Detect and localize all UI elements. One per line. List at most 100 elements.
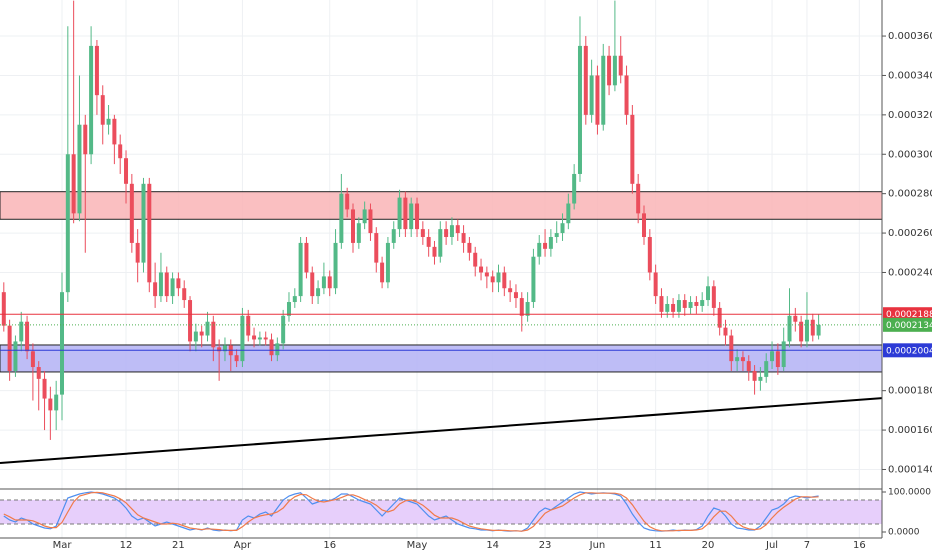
candle-body: [607, 55, 612, 86]
candle-body: [566, 203, 571, 224]
candle-body: [694, 302, 699, 306]
candle-body: [595, 75, 600, 125]
candle-body: [275, 343, 280, 356]
candle-body: [804, 319, 809, 342]
candle-body: [717, 307, 722, 328]
candle-body: [327, 276, 332, 289]
candle-body: [490, 276, 495, 283]
candle-body: [787, 315, 792, 342]
candle-body: [496, 272, 501, 283]
candle-body: [612, 55, 617, 86]
candle-body: [415, 203, 420, 230]
candle-body: [740, 357, 745, 362]
candle-body: [723, 327, 728, 336]
candle-body: [764, 361, 769, 377]
candle-body: [513, 292, 518, 299]
candle-body: [653, 272, 658, 297]
x-tick-label: 16: [323, 540, 336, 550]
candle-body: [193, 331, 198, 342]
y-tick-label: 100.0000: [888, 488, 931, 498]
y-tick-label: 0.00036000: [888, 31, 932, 42]
x-tick-label: 23: [539, 540, 552, 550]
candle-body: [217, 347, 222, 352]
candle-body: [36, 367, 41, 379]
candle-body: [362, 209, 367, 224]
band: [0, 500, 882, 524]
candle-body: [700, 300, 705, 306]
candle-body: [676, 300, 681, 312]
candle-body: [554, 233, 559, 238]
y-tick-label: 0.00014000: [888, 464, 932, 475]
candle-body: [1, 292, 6, 326]
candle-body: [426, 237, 431, 247]
candle-body: [816, 324, 821, 336]
candle-body: [484, 272, 489, 277]
candle-body: [106, 118, 111, 125]
candle-body: [601, 55, 606, 125]
candle-body: [124, 158, 129, 184]
candle-body: [636, 183, 641, 214]
candle-body: [333, 242, 338, 289]
candle-body: [397, 197, 402, 230]
candle-body: [257, 337, 262, 340]
candle-body: [461, 233, 466, 243]
candle-body: [356, 223, 361, 243]
candle-body: [164, 272, 169, 297]
candle-body: [752, 370, 757, 381]
x-tick-label: Mar: [53, 540, 73, 550]
candle-body: [624, 75, 629, 115]
candle-body: [234, 355, 239, 362]
x-tick-label: Jun: [589, 540, 606, 550]
candle-body: [729, 335, 734, 362]
candle-body: [711, 286, 716, 308]
x-tick-label: 14: [486, 540, 499, 550]
candle-body: [577, 45, 582, 174]
candle-body: [316, 288, 321, 297]
x-tick-label: Apr: [234, 540, 252, 550]
candle-body: [30, 351, 35, 368]
candle-body: [473, 252, 478, 267]
y-tick-label: 0.00018000: [888, 386, 932, 397]
candle-body: [432, 246, 437, 257]
candle-body: [420, 229, 425, 238]
x-tick-label: 16: [853, 540, 866, 550]
candle-body: [706, 286, 711, 301]
candle-body: [141, 183, 146, 263]
candle-body: [659, 296, 664, 312]
candle-body: [543, 242, 548, 249]
y-tick-label: 0.00032000: [888, 110, 932, 121]
candle-body: [746, 361, 751, 371]
x-tick-label: 20: [702, 540, 715, 550]
candle-body: [240, 315, 245, 362]
price-label: 0.00021343: [886, 321, 932, 331]
candle-body: [572, 173, 577, 204]
candle-body: [246, 315, 251, 336]
candle-body: [158, 272, 163, 297]
oscillator-line: [3, 491, 819, 532]
candle-body: [391, 229, 396, 243]
y-tick-label: 0.00028000: [888, 189, 932, 200]
x-tick-label: Jul: [765, 540, 778, 550]
candle-body: [188, 300, 193, 342]
x-tick-label: May: [407, 540, 428, 550]
candle-body: [531, 256, 536, 303]
price-label: 0.00020049: [886, 346, 932, 356]
candle-body: [199, 331, 204, 336]
candle-body: [525, 302, 530, 316]
candle-body: [385, 242, 390, 283]
candle-body: [7, 325, 12, 371]
candle-body: [467, 242, 472, 253]
candle-body: [519, 298, 524, 316]
candle-body: [281, 315, 286, 344]
x-tick-label: 7: [804, 540, 810, 550]
candle-body: [665, 303, 670, 312]
price-label-bg: [883, 317, 932, 332]
candle-body: [374, 233, 379, 263]
candle-body: [642, 213, 646, 238]
candle-body: [176, 278, 181, 289]
candle-body: [135, 242, 140, 263]
y-tick-label: 0.00030000: [888, 149, 932, 160]
candle-body: [583, 45, 588, 115]
candle-body: [682, 300, 687, 308]
candle-body: [630, 114, 635, 184]
